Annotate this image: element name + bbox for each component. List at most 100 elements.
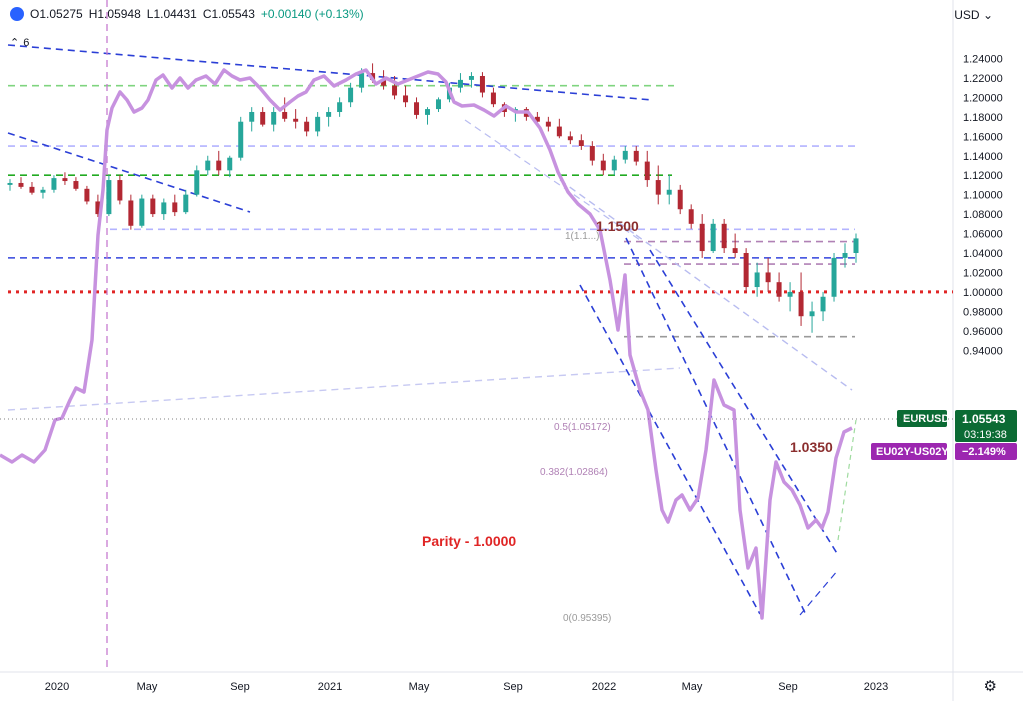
candle-body[interactable] <box>435 99 441 110</box>
time-tick-label: Sep <box>503 681 523 693</box>
candle-body[interactable] <box>765 272 771 283</box>
candle-body[interactable] <box>150 198 156 215</box>
candle-body[interactable] <box>776 282 782 297</box>
time-tick-label: 2022 <box>592 681 616 693</box>
chevron-up-icon: ⌃ <box>10 37 20 49</box>
candle-body[interactable] <box>106 180 112 215</box>
legend-close: C1.05543 <box>202 7 255 21</box>
candle-body[interactable] <box>611 159 617 171</box>
candle-body[interactable] <box>392 85 398 96</box>
candle-body[interactable] <box>655 180 661 195</box>
candle-body[interactable] <box>29 186 35 193</box>
candle-body[interactable] <box>73 181 79 189</box>
spread-price-tag[interactable]: EU02Y-US02Y −2.149% <box>871 443 1017 460</box>
candle-body[interactable] <box>95 201 101 215</box>
candle-body[interactable] <box>556 126 562 137</box>
candle-body[interactable] <box>117 180 123 201</box>
settings-gear-icon[interactable]: ⚙ <box>983 678 997 695</box>
candle-body[interactable] <box>787 291 793 297</box>
candle-body[interactable] <box>84 188 90 202</box>
candle-body[interactable] <box>414 102 420 115</box>
candle-body[interactable] <box>677 189 683 210</box>
annotation-10350: 1.0350 <box>790 439 833 455</box>
candle-body[interactable] <box>348 87 354 103</box>
candle-body[interactable] <box>721 223 727 249</box>
candle-body[interactable] <box>842 253 848 258</box>
price-tick-label: 0.96000 <box>963 326 1003 338</box>
indicators-toggle[interactable]: ⌃ 6 <box>10 36 29 50</box>
candle-body[interactable] <box>216 160 222 171</box>
candle-body[interactable] <box>304 121 310 132</box>
candle-body[interactable] <box>490 92 496 105</box>
candle-body[interactable] <box>293 118 299 122</box>
candle-body[interactable] <box>62 178 68 182</box>
candle-body[interactable] <box>172 202 178 213</box>
symbol-icon[interactable] <box>10 7 24 21</box>
candle-body[interactable] <box>457 79 463 88</box>
candle-body[interactable] <box>688 209 694 224</box>
candle-body[interactable] <box>710 223 716 252</box>
candle-body[interactable] <box>732 248 738 253</box>
candle-body[interactable] <box>183 194 189 213</box>
candle-body[interactable] <box>40 189 46 193</box>
candle-body[interactable] <box>359 73 365 88</box>
candle-body[interactable] <box>7 182 13 185</box>
candle-body[interactable] <box>238 121 244 158</box>
candle-body[interactable] <box>831 257 837 297</box>
candle-body[interactable] <box>260 111 266 125</box>
eurusd-price-tag[interactable]: EURUSD 1.05543 03:19:38 <box>897 410 1017 442</box>
time-tick-label: Sep <box>230 681 250 693</box>
candle-body[interactable] <box>205 160 211 171</box>
candle-body[interactable] <box>567 136 573 141</box>
candle-body[interactable] <box>425 109 431 115</box>
candle-body[interactable] <box>403 95 409 103</box>
candle-body[interactable] <box>600 160 606 171</box>
candle-body[interactable] <box>699 223 705 252</box>
candle-body[interactable] <box>809 311 815 317</box>
candle-body[interactable] <box>18 182 24 187</box>
candle-body[interactable] <box>51 178 57 190</box>
annotation-parity: Parity - 1.0000 <box>422 533 516 549</box>
candle-body[interactable] <box>820 296 826 312</box>
candle-body[interactable] <box>337 102 343 112</box>
fib-label-0382: 0.382(1.02864) <box>540 467 608 478</box>
time-tick-label: May <box>137 681 158 693</box>
horizontal-levels <box>8 84 953 338</box>
candle-body[interactable] <box>853 238 859 253</box>
candle-body[interactable] <box>666 189 672 195</box>
candle-body[interactable] <box>622 150 628 160</box>
candle-body[interactable] <box>249 111 255 122</box>
price-tick-label: 1.10000 <box>963 190 1003 202</box>
candle-body[interactable] <box>534 116 540 122</box>
candle-body[interactable] <box>271 111 277 125</box>
legend-high: H1.05948 <box>88 7 141 21</box>
candle-body[interactable] <box>589 146 595 161</box>
candle-body[interactable] <box>381 79 387 86</box>
candle-body[interactable] <box>128 200 134 226</box>
candle-body[interactable] <box>227 157 233 171</box>
price-tick-label: 1.12000 <box>963 170 1003 182</box>
price-tick-label: 1.16000 <box>963 131 1003 143</box>
currency-selector[interactable]: USD ⌄ <box>954 8 993 22</box>
eurusd-tag-label: EURUSD <box>903 413 950 425</box>
candle-body[interactable] <box>282 111 288 119</box>
candle-body[interactable] <box>326 111 332 117</box>
candle-body[interactable] <box>479 76 485 93</box>
time-tick-label: 2021 <box>318 681 342 693</box>
candle-body[interactable] <box>578 140 584 147</box>
trendline-channel-upper <box>625 237 808 618</box>
candle-body[interactable] <box>743 253 749 288</box>
candle-body[interactable] <box>754 272 760 288</box>
candle-body[interactable] <box>545 121 551 127</box>
time-tick-label: 2020 <box>45 681 69 693</box>
candle-body[interactable] <box>644 161 650 181</box>
candle-body[interactable] <box>633 150 639 162</box>
candle-body[interactable] <box>315 116 321 132</box>
candle-body[interactable] <box>194 170 200 195</box>
candle-body[interactable] <box>139 198 145 226</box>
candle-body[interactable] <box>161 202 167 215</box>
time-tick-label: May <box>409 681 430 693</box>
candle-body[interactable] <box>798 291 804 317</box>
candle-body[interactable] <box>468 76 474 80</box>
